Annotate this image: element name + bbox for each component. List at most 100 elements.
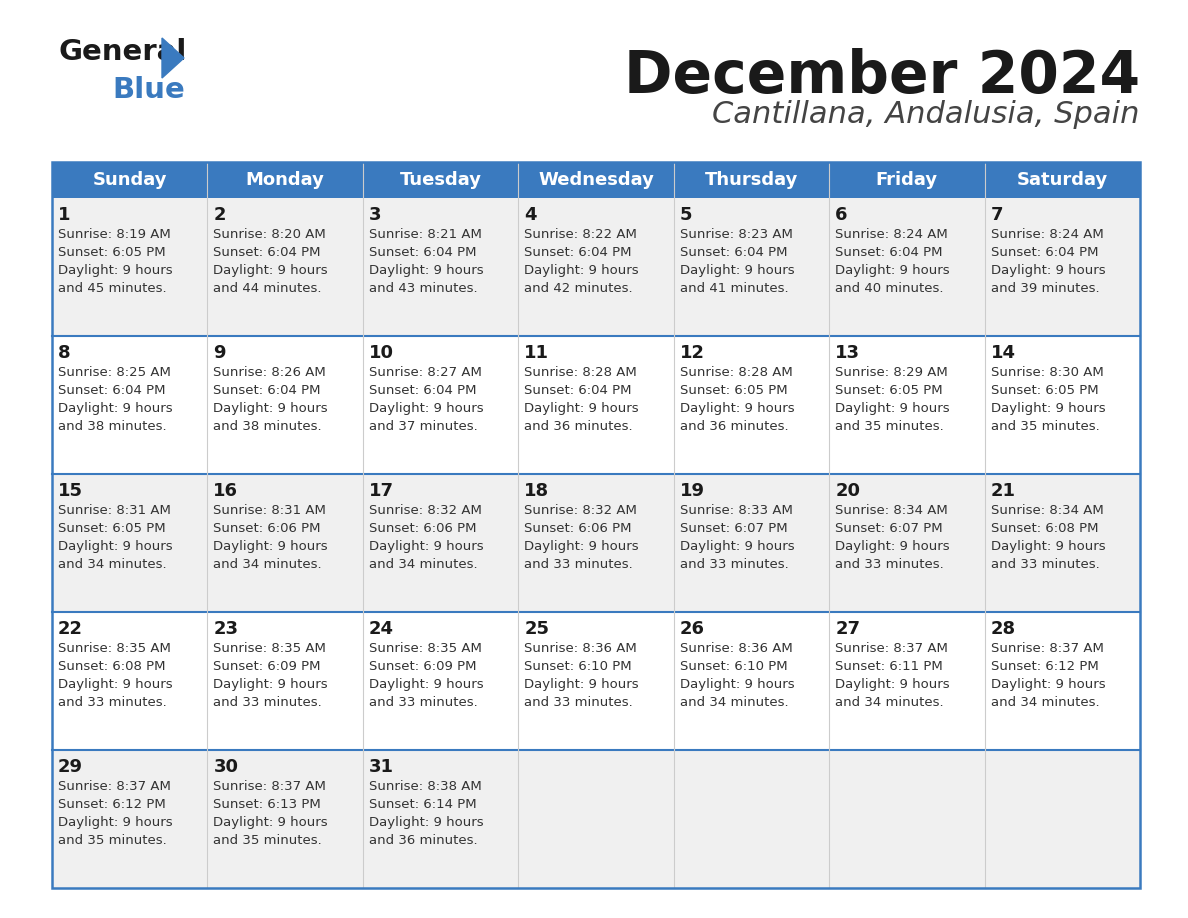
- Text: 22: 22: [58, 620, 83, 638]
- Text: and 37 minutes.: and 37 minutes.: [368, 420, 478, 433]
- Text: Daylight: 9 hours: Daylight: 9 hours: [835, 540, 949, 553]
- Text: and 43 minutes.: and 43 minutes.: [368, 282, 478, 295]
- Text: Blue: Blue: [112, 76, 185, 104]
- Text: Daylight: 9 hours: Daylight: 9 hours: [214, 816, 328, 829]
- Text: December 2024: December 2024: [624, 48, 1140, 105]
- Text: Daylight: 9 hours: Daylight: 9 hours: [680, 402, 795, 415]
- Text: and 38 minutes.: and 38 minutes.: [58, 420, 166, 433]
- Text: and 34 minutes.: and 34 minutes.: [680, 696, 789, 709]
- Text: Sunset: 6:04 PM: Sunset: 6:04 PM: [680, 246, 788, 259]
- Text: and 41 minutes.: and 41 minutes.: [680, 282, 789, 295]
- Text: 2: 2: [214, 206, 226, 224]
- Text: Daylight: 9 hours: Daylight: 9 hours: [58, 678, 172, 691]
- Text: and 34 minutes.: and 34 minutes.: [835, 696, 943, 709]
- Text: Sunrise: 8:27 AM: Sunrise: 8:27 AM: [368, 366, 481, 379]
- Text: Sunset: 6:04 PM: Sunset: 6:04 PM: [214, 384, 321, 397]
- Text: Daylight: 9 hours: Daylight: 9 hours: [214, 402, 328, 415]
- Bar: [52, 162, 1140, 888]
- Text: Sunrise: 8:37 AM: Sunrise: 8:37 AM: [58, 780, 171, 793]
- Text: 4: 4: [524, 206, 537, 224]
- Text: Sunrise: 8:28 AM: Sunrise: 8:28 AM: [524, 366, 637, 379]
- Text: 24: 24: [368, 620, 394, 638]
- Text: 3: 3: [368, 206, 381, 224]
- Text: Sunrise: 8:20 AM: Sunrise: 8:20 AM: [214, 228, 327, 241]
- Text: and 36 minutes.: and 36 minutes.: [680, 420, 789, 433]
- Text: Sunset: 6:04 PM: Sunset: 6:04 PM: [991, 246, 1098, 259]
- Text: Sunset: 6:06 PM: Sunset: 6:06 PM: [368, 522, 476, 535]
- Text: and 35 minutes.: and 35 minutes.: [58, 834, 166, 847]
- Text: 12: 12: [680, 344, 704, 362]
- Text: Sunrise: 8:26 AM: Sunrise: 8:26 AM: [214, 366, 327, 379]
- Text: Sunset: 6:09 PM: Sunset: 6:09 PM: [368, 660, 476, 673]
- Text: and 34 minutes.: and 34 minutes.: [58, 558, 166, 571]
- Text: Daylight: 9 hours: Daylight: 9 hours: [524, 264, 639, 277]
- Text: Sunrise: 8:32 AM: Sunrise: 8:32 AM: [368, 504, 481, 517]
- Text: 11: 11: [524, 344, 549, 362]
- Text: Sunrise: 8:31 AM: Sunrise: 8:31 AM: [58, 504, 171, 517]
- Text: and 36 minutes.: and 36 minutes.: [368, 834, 478, 847]
- Text: 9: 9: [214, 344, 226, 362]
- Text: Sunset: 6:04 PM: Sunset: 6:04 PM: [835, 246, 942, 259]
- Text: Daylight: 9 hours: Daylight: 9 hours: [524, 540, 639, 553]
- Text: 14: 14: [991, 344, 1016, 362]
- Text: Sunrise: 8:34 AM: Sunrise: 8:34 AM: [835, 504, 948, 517]
- Bar: [52, 750, 1140, 888]
- Bar: [52, 198, 1140, 336]
- Text: Sunset: 6:13 PM: Sunset: 6:13 PM: [214, 798, 321, 811]
- Bar: [52, 474, 1140, 612]
- Text: Sunrise: 8:36 AM: Sunrise: 8:36 AM: [524, 642, 637, 655]
- Text: Daylight: 9 hours: Daylight: 9 hours: [368, 402, 484, 415]
- Text: 23: 23: [214, 620, 239, 638]
- Text: and 33 minutes.: and 33 minutes.: [58, 696, 166, 709]
- Text: Sunrise: 8:33 AM: Sunrise: 8:33 AM: [680, 504, 792, 517]
- Text: Sunset: 6:06 PM: Sunset: 6:06 PM: [524, 522, 632, 535]
- Text: and 36 minutes.: and 36 minutes.: [524, 420, 633, 433]
- Text: Friday: Friday: [876, 171, 937, 189]
- Text: Daylight: 9 hours: Daylight: 9 hours: [991, 264, 1105, 277]
- Text: Sunday: Sunday: [93, 171, 168, 189]
- Text: Wednesday: Wednesday: [538, 171, 653, 189]
- Text: Sunrise: 8:19 AM: Sunrise: 8:19 AM: [58, 228, 171, 241]
- Text: Sunset: 6:04 PM: Sunset: 6:04 PM: [368, 384, 476, 397]
- Text: and 45 minutes.: and 45 minutes.: [58, 282, 166, 295]
- Text: Sunset: 6:05 PM: Sunset: 6:05 PM: [58, 246, 165, 259]
- Text: 27: 27: [835, 620, 860, 638]
- Text: 6: 6: [835, 206, 848, 224]
- Text: 18: 18: [524, 482, 549, 500]
- Text: Monday: Monday: [246, 171, 324, 189]
- Text: 21: 21: [991, 482, 1016, 500]
- Text: and 39 minutes.: and 39 minutes.: [991, 282, 1099, 295]
- Text: Sunset: 6:10 PM: Sunset: 6:10 PM: [680, 660, 788, 673]
- Text: and 35 minutes.: and 35 minutes.: [835, 420, 944, 433]
- Text: Daylight: 9 hours: Daylight: 9 hours: [680, 264, 795, 277]
- Text: Sunset: 6:04 PM: Sunset: 6:04 PM: [214, 246, 321, 259]
- Text: Sunset: 6:09 PM: Sunset: 6:09 PM: [214, 660, 321, 673]
- Text: General: General: [58, 38, 187, 66]
- Text: Sunset: 6:06 PM: Sunset: 6:06 PM: [214, 522, 321, 535]
- Text: Daylight: 9 hours: Daylight: 9 hours: [368, 678, 484, 691]
- Text: and 34 minutes.: and 34 minutes.: [368, 558, 478, 571]
- Text: 13: 13: [835, 344, 860, 362]
- Text: 25: 25: [524, 620, 549, 638]
- Text: 10: 10: [368, 344, 394, 362]
- Text: Daylight: 9 hours: Daylight: 9 hours: [214, 678, 328, 691]
- Text: Sunset: 6:12 PM: Sunset: 6:12 PM: [991, 660, 1099, 673]
- Text: Sunset: 6:08 PM: Sunset: 6:08 PM: [58, 660, 165, 673]
- Text: Sunrise: 8:35 AM: Sunrise: 8:35 AM: [368, 642, 481, 655]
- Text: Sunset: 6:04 PM: Sunset: 6:04 PM: [524, 384, 632, 397]
- Text: Daylight: 9 hours: Daylight: 9 hours: [368, 816, 484, 829]
- Text: 29: 29: [58, 758, 83, 776]
- Text: Sunrise: 8:25 AM: Sunrise: 8:25 AM: [58, 366, 171, 379]
- Text: Daylight: 9 hours: Daylight: 9 hours: [368, 264, 484, 277]
- Bar: [52, 336, 1140, 474]
- Text: 7: 7: [991, 206, 1003, 224]
- Text: Daylight: 9 hours: Daylight: 9 hours: [524, 402, 639, 415]
- Text: Sunset: 6:04 PM: Sunset: 6:04 PM: [368, 246, 476, 259]
- Text: Daylight: 9 hours: Daylight: 9 hours: [991, 402, 1105, 415]
- Text: Sunset: 6:05 PM: Sunset: 6:05 PM: [58, 522, 165, 535]
- Text: Sunrise: 8:38 AM: Sunrise: 8:38 AM: [368, 780, 481, 793]
- Text: Daylight: 9 hours: Daylight: 9 hours: [214, 540, 328, 553]
- Text: Daylight: 9 hours: Daylight: 9 hours: [835, 264, 949, 277]
- Text: and 33 minutes.: and 33 minutes.: [524, 558, 633, 571]
- Text: Daylight: 9 hours: Daylight: 9 hours: [835, 402, 949, 415]
